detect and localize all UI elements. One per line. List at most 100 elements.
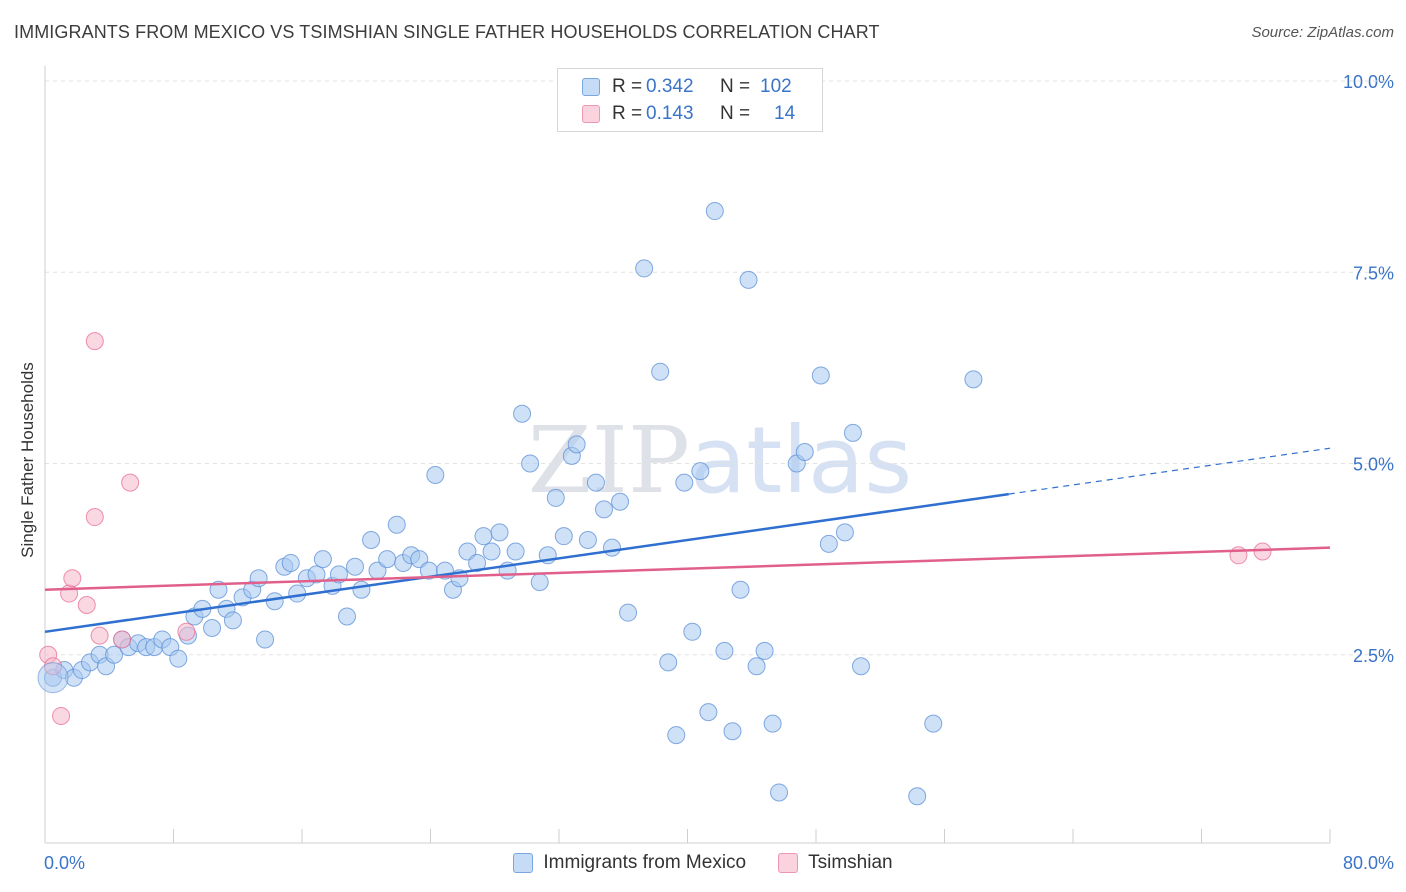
mexico-point xyxy=(908,787,927,806)
mexico-point xyxy=(586,473,605,492)
mexico-point xyxy=(256,630,275,649)
r-value: 0.143 xyxy=(646,103,694,124)
source-label: Source: ZipAtlas.com xyxy=(1251,24,1394,41)
legend-row-tsimshian: R = 0.143 N = 14 xyxy=(582,102,795,126)
tsimshian-point xyxy=(85,508,104,527)
mexico-point xyxy=(835,523,854,542)
mexico-point xyxy=(513,404,532,423)
legend-item-tsimshian[interactable]: Tsimshian xyxy=(778,852,893,874)
mexico-point xyxy=(490,523,509,542)
mexico-point xyxy=(659,653,678,672)
legend-swatch-tsimshian xyxy=(582,105,600,123)
tsimshian-point xyxy=(113,630,132,649)
mexico-point xyxy=(691,462,710,481)
mexico-point xyxy=(635,259,654,278)
mexico-point xyxy=(313,550,332,569)
legend-label-tsimshian: Tsimshian xyxy=(808,852,893,873)
mexico-point xyxy=(675,473,694,492)
legend-swatch-mexico xyxy=(513,853,534,873)
mexico-point xyxy=(731,580,750,599)
mexico-point xyxy=(506,542,525,561)
mexico-point xyxy=(530,573,549,592)
legend-swatch-tsimshian xyxy=(778,853,799,873)
mexico-point xyxy=(329,565,348,584)
mexico-point xyxy=(288,584,307,603)
mexico-point xyxy=(851,657,870,676)
mexico-point xyxy=(619,603,638,622)
mexico-point xyxy=(578,531,597,549)
tsimshian-point xyxy=(90,626,109,645)
mexico-point xyxy=(410,550,429,569)
mexico-point xyxy=(474,527,493,546)
chart-title: IMMIGRANTS FROM MEXICO VS TSIMSHIAN SING… xyxy=(14,22,880,42)
mexico-point xyxy=(651,362,670,381)
n-label: N = xyxy=(720,76,751,97)
mexico-point xyxy=(387,515,406,534)
mexico-point xyxy=(546,488,565,507)
mexico-point xyxy=(249,569,268,588)
mexico-point xyxy=(554,527,573,546)
mexico-point xyxy=(843,423,862,442)
mexico-point xyxy=(209,580,228,599)
mexico-point xyxy=(203,618,222,637)
r-label: R = xyxy=(612,76,643,97)
tsimshian-point xyxy=(63,569,82,588)
y-axis-label: Single Father Households xyxy=(18,362,37,558)
legend-row-mexico: R = 0.342 N = 102 xyxy=(582,75,792,99)
mexico-point xyxy=(924,714,943,733)
mexico-point xyxy=(819,534,838,553)
y-tick-label: 7.5% xyxy=(1353,263,1394,283)
r-label: R = xyxy=(612,103,643,124)
mexico-point xyxy=(223,611,242,630)
legend-label-mexico: Immigrants from Mexico xyxy=(543,852,747,873)
tsimshian-point xyxy=(77,596,96,615)
x-tick-label-min: 0.0% xyxy=(44,853,85,873)
mexico-point xyxy=(747,657,766,676)
mexico-point xyxy=(337,607,356,626)
mexico-point xyxy=(594,500,613,519)
mexico-point xyxy=(795,443,814,462)
mexico-point xyxy=(723,722,742,741)
legend-swatch-mexico xyxy=(582,78,600,96)
mexico-point xyxy=(667,726,686,745)
n-label: N = xyxy=(720,103,751,124)
mexico-point xyxy=(705,202,724,221)
tsimshian-trend-line xyxy=(44,546,1331,591)
series-legend: Immigrants from Mexico Tsimshian xyxy=(0,852,1406,874)
y-tick-label: 5.0% xyxy=(1353,455,1394,475)
x-tick-label-max: 80.0% xyxy=(1343,853,1394,873)
mexico-point xyxy=(426,465,445,484)
mexico-point xyxy=(105,645,124,664)
mexico-point xyxy=(281,553,300,572)
legend-item-mexico[interactable]: Immigrants from Mexico xyxy=(513,852,746,874)
tsimshian-point xyxy=(85,332,104,351)
mexico-point xyxy=(739,270,758,289)
mexico-point xyxy=(458,542,477,561)
mexico-point xyxy=(715,641,734,660)
mexico-point xyxy=(763,714,782,733)
mexico-trend-line xyxy=(44,492,1009,634)
tsimshian-point xyxy=(52,706,71,725)
watermark: ZIPatlas xyxy=(528,407,913,514)
y-tick-label: 10.0% xyxy=(1343,72,1394,92)
mexico-point xyxy=(755,641,774,660)
mexico-point xyxy=(770,783,789,802)
tsimshian-point xyxy=(1253,542,1272,561)
mexico-point xyxy=(699,703,718,722)
y-tick-label: 2.5% xyxy=(1353,646,1394,666)
mexico-point xyxy=(567,435,586,454)
mexico-point xyxy=(811,366,830,385)
mexico-point xyxy=(346,557,365,576)
mexico-point xyxy=(352,580,371,599)
mexico-point xyxy=(964,370,983,389)
tsimshian-point xyxy=(177,622,196,641)
mexico-cluster-point xyxy=(37,662,69,694)
mexico-point xyxy=(611,492,630,511)
n-value: 102 xyxy=(760,76,792,97)
mexico-point xyxy=(468,553,487,572)
mexico-point xyxy=(169,649,188,668)
tsimshian-point xyxy=(121,473,140,492)
mexico-point xyxy=(378,550,397,569)
mexico-point xyxy=(603,538,622,557)
